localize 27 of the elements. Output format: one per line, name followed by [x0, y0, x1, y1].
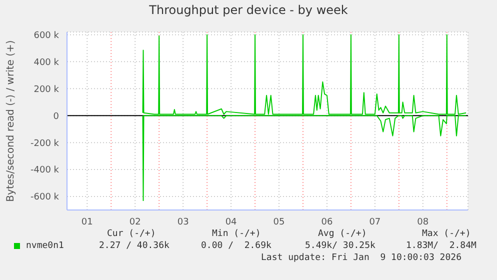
- text: 5.49k/ 30.25k: [305, 241, 376, 251]
- text: Min (-/+): [212, 229, 261, 239]
- y-axis-title: Bytes/second read (-) / write (+): [6, 40, 17, 202]
- text: 1.83M/ 2.84M: [406, 241, 476, 251]
- text: 0.00 / 2.69k: [201, 241, 272, 251]
- text: 2.27 / 40.36k: [99, 241, 170, 251]
- y-tick-label: -400 k: [30, 166, 60, 176]
- x-tick-label: 02: [129, 217, 141, 228]
- x-tick-label: 08: [417, 217, 429, 228]
- x-tick-label: 04: [225, 217, 238, 228]
- legend-label: nvme0n1: [26, 241, 64, 251]
- chart-title: Throughput per device - by week: [148, 3, 349, 17]
- text: Avg (-/+): [318, 229, 367, 239]
- y-tick-label: -600 k: [30, 192, 60, 203]
- text: Last update: Fri Jan 9 10:00:03 2026: [261, 253, 462, 263]
- y-tick-label: 400 k: [34, 58, 60, 68]
- x-tick-label: 06: [321, 217, 333, 228]
- text: Cur (-/+): [107, 229, 156, 239]
- x-tick-label: 05: [273, 217, 285, 228]
- x-tick-label: 07: [369, 217, 381, 228]
- text: Max (-/+): [422, 229, 471, 239]
- y-tick-label: 200 k: [34, 84, 60, 95]
- x-tick-label: 03: [177, 217, 189, 228]
- y-tick-label: 0: [53, 112, 60, 122]
- y-tick-label: 600 k: [34, 30, 60, 41]
- y-tick-label: -200 k: [30, 138, 60, 149]
- x-tick-label: 01: [81, 217, 93, 228]
